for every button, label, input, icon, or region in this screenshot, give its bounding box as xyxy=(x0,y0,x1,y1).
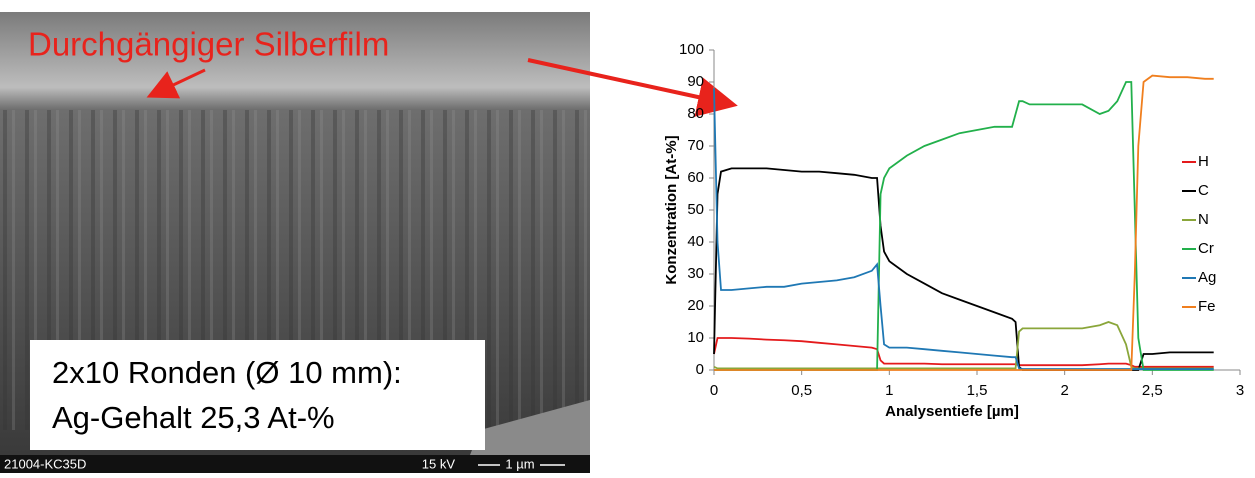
legend-label: H xyxy=(1198,153,1209,170)
y-tick-label: 90 xyxy=(687,73,704,90)
x-tick-label: 2,5 xyxy=(1142,382,1163,399)
legend-label: Fe xyxy=(1198,298,1216,315)
legend-label: Ag xyxy=(1198,269,1216,286)
sample-id: 21004-KC35D xyxy=(4,456,86,471)
x-tick-label: 0,5 xyxy=(791,382,812,399)
legend-box xyxy=(1180,148,1232,322)
y-tick-label: 30 xyxy=(687,265,704,282)
y-tick-label: 50 xyxy=(687,201,704,218)
y-axis-label: Konzentration [At-%] xyxy=(663,135,680,284)
y-tick-label: 20 xyxy=(687,297,704,314)
page: 21004-KC35D 15 kV 1 µm 2x10 Ronden (Ø 10… xyxy=(0,0,1255,478)
x-tick-label: 2 xyxy=(1060,382,1068,399)
voltage: 15 kV xyxy=(422,456,456,471)
legend-label: N xyxy=(1198,211,1209,228)
scale-label: 1 µm xyxy=(505,456,534,471)
info-line: Ag-Gehalt 25,3 At-% xyxy=(52,400,335,435)
sem-image: 21004-KC35D 15 kV 1 µm 2x10 Ronden (Ø 10… xyxy=(0,12,730,473)
y-tick-label: 10 xyxy=(687,329,704,346)
x-tick-label: 1 xyxy=(885,382,893,399)
image-title: Durchgängiger Silberfilm xyxy=(28,26,389,63)
legend-label: Cr xyxy=(1198,240,1214,257)
legend-label: C xyxy=(1198,182,1209,199)
y-tick-label: 80 xyxy=(687,105,704,122)
figure: 21004-KC35D 15 kV 1 µm 2x10 Ronden (Ø 10… xyxy=(0,0,1255,473)
x-axis-label: Analysentiefe [µm] xyxy=(885,403,1019,420)
info-line: 2x10 Ronden (Ø 10 mm): xyxy=(52,355,402,390)
y-tick-label: 0 xyxy=(696,361,704,378)
x-tick-label: 1,5 xyxy=(967,382,988,399)
sem-footer xyxy=(0,455,590,473)
series-line xyxy=(714,82,1214,370)
x-tick-label: 0 xyxy=(710,382,718,399)
x-tick-label: 3 xyxy=(1236,382,1244,399)
y-tick-label: 100 xyxy=(679,41,704,58)
y-tick-label: 60 xyxy=(687,169,704,186)
y-tick-label: 40 xyxy=(687,233,704,250)
y-tick-label: 70 xyxy=(687,137,704,154)
